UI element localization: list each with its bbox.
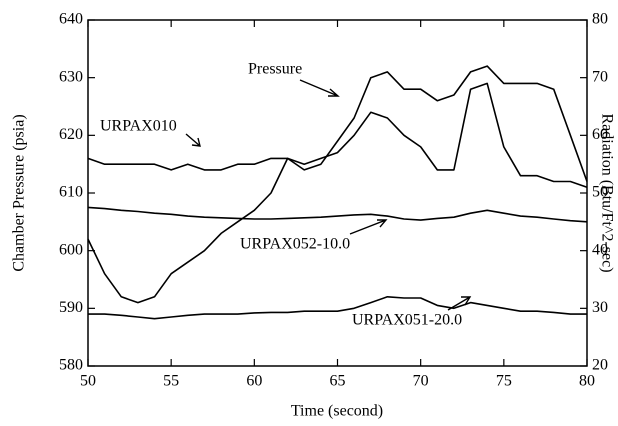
series-label: Pressure xyxy=(248,61,302,78)
x-tick-label: 65 xyxy=(330,373,346,390)
x-tick-label: 70 xyxy=(413,373,429,390)
y2-tick-label: 50 xyxy=(592,184,608,201)
y2-axis-label: Radiation (Btu/Ft^2-sec) xyxy=(598,113,615,272)
y-tick-label: 590 xyxy=(59,299,83,316)
arrow xyxy=(349,219,388,235)
series-line xyxy=(87,65,588,304)
y2-tick-label: 60 xyxy=(592,126,608,143)
y2-tick-label: 70 xyxy=(592,68,608,85)
x-tick-label: 60 xyxy=(246,373,262,390)
arrow xyxy=(299,79,340,97)
x-tick-label: 50 xyxy=(80,373,96,390)
y-axis-label: Chamber Pressure (psia) xyxy=(11,114,28,271)
y2-tick-label: 30 xyxy=(592,299,608,316)
x-tick-label: 80 xyxy=(579,373,595,390)
y2-tick-label: 40 xyxy=(592,241,608,258)
series-label: URPAX051-20.0 xyxy=(352,312,462,329)
arrow xyxy=(185,133,201,147)
series-label: URPAX052-10.0 xyxy=(240,236,350,253)
y2-tick-label: 80 xyxy=(592,11,608,28)
y-tick-label: 640 xyxy=(59,11,83,28)
x-axis-label: Time (second) xyxy=(291,403,383,420)
y-tick-label: 600 xyxy=(59,241,83,258)
series-label: URPAX010 xyxy=(100,118,177,135)
y-tick-label: 580 xyxy=(59,357,83,374)
y-tick-label: 620 xyxy=(59,126,83,143)
series-line xyxy=(88,296,587,320)
plot-frame xyxy=(87,19,588,367)
y-tick-label: 630 xyxy=(59,68,83,85)
x-tick-label: 75 xyxy=(496,373,512,390)
series-line xyxy=(87,82,588,188)
series-line xyxy=(87,206,588,223)
x-tick-label: 55 xyxy=(163,373,179,390)
y-tick-label: 610 xyxy=(59,184,83,201)
y2-tick-label: 20 xyxy=(592,357,608,374)
